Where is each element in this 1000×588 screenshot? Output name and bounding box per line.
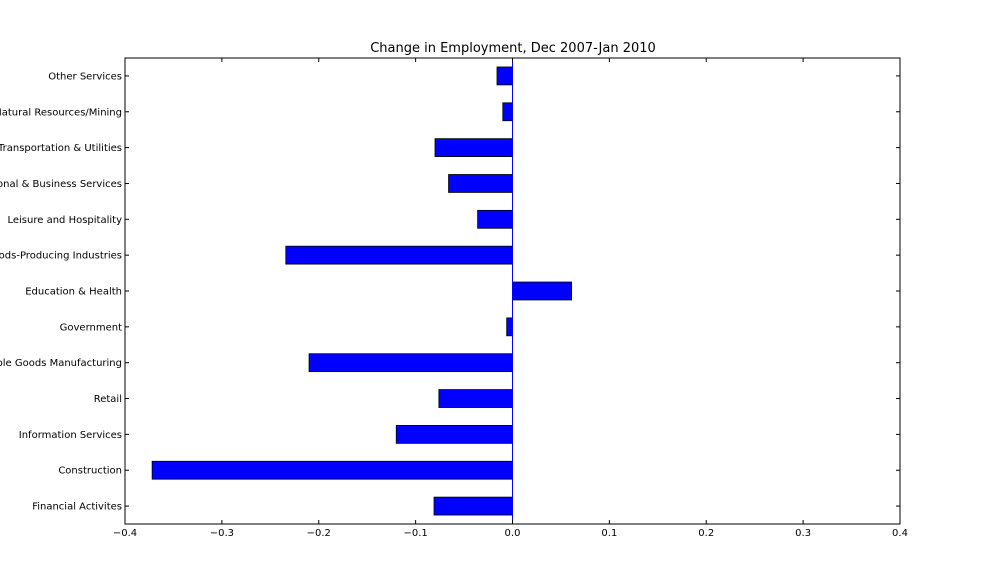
y-tick-label: Construction [58, 466, 122, 477]
y-tick-label: Professional & Business Services [0, 179, 122, 190]
y-axis-ticks: Financial Activites Construction Informati… [0, 71, 900, 513]
x-tick-label: 0.0 [505, 528, 521, 539]
bar-retail [438, 389, 513, 408]
x-tick-label: 0.2 [698, 528, 714, 539]
x-tick-label: −0.2 [307, 528, 331, 539]
bar-information-services [395, 425, 513, 444]
x-tick-label: −0.1 [403, 528, 427, 539]
x-tick-label: −0.4 [113, 528, 137, 539]
bar-other-services [496, 66, 513, 86]
y-tick-label: Leisure and Hospitality [7, 215, 122, 226]
x-axis-ticks: −0.4 −0.3 −0.2 −0.1 0.0 0.1 0.2 0.3 0.4 [113, 58, 908, 539]
chart-title: Change in Employment, Dec 2007-Jan 2010 [370, 41, 656, 56]
bar-leisure-and-hospitality [477, 209, 513, 229]
bar-financial-activites [433, 496, 513, 516]
y-tick-label: Natural Resources/Mining [0, 107, 122, 118]
bar-durable-goods-manufacturing [308, 353, 513, 373]
y-tick-label: Education & Health [25, 287, 122, 298]
bar-professional-business-services [448, 174, 513, 193]
x-tick-label: 0.3 [795, 528, 811, 539]
y-tick-label: Goods-Producing Industries [0, 251, 122, 262]
x-tick-label: −0.3 [210, 528, 234, 539]
y-tick-label: Retail [94, 394, 122, 405]
bars-layer [151, 66, 572, 516]
bar-education-health [512, 281, 572, 301]
y-tick-label: Other Services [48, 71, 122, 82]
x-tick-label: 0.1 [601, 528, 617, 539]
y-tick-label: Government [60, 322, 122, 333]
bar-goods-producing-industries [285, 245, 513, 265]
y-tick-label: Trade, Transportation & Utilities [0, 143, 122, 154]
bar-trade-transportation-utilities [434, 138, 513, 157]
bar-government [506, 317, 513, 337]
bar-natural-resources-mining [502, 102, 513, 122]
y-tick-label: Durable Goods Manufacturing [0, 358, 122, 369]
y-tick-label: Financial Activites [32, 502, 122, 513]
x-tick-label: 0.4 [892, 528, 908, 539]
y-tick-label: Information Services [19, 430, 122, 441]
bar-construction [151, 460, 513, 480]
